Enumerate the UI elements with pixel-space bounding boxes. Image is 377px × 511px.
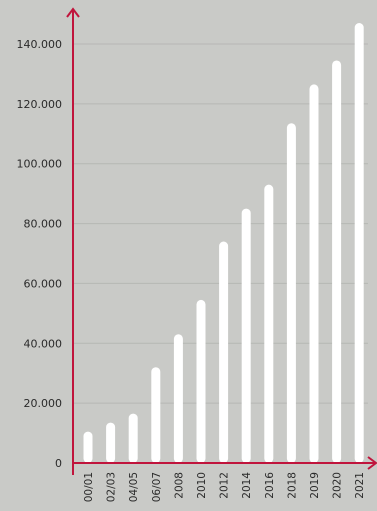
y-tick-label: 60.000 xyxy=(24,277,63,290)
y-tick-label: 0 xyxy=(55,457,62,470)
y-tick-labels: 0 20.000 40.000 60.000 80.000 100.000 120.000 1… xyxy=(17,38,63,470)
bar xyxy=(241,208,251,463)
x-tick-label: 06/07 xyxy=(151,472,163,502)
bar xyxy=(264,184,274,463)
bars xyxy=(83,23,364,464)
x-tick-label: 2014 xyxy=(241,472,253,499)
bar xyxy=(309,84,319,464)
x-axis-arrow-icon xyxy=(367,456,377,470)
x-tick-label: 02/03 xyxy=(106,472,118,502)
bar xyxy=(83,431,93,463)
x-tick-label: 00/01 xyxy=(83,472,95,502)
x-tick-label: 2020 xyxy=(332,472,344,499)
y-tick-label: 140.000 xyxy=(17,38,63,51)
y-tick-label: 40.000 xyxy=(24,337,63,350)
bar xyxy=(106,422,116,463)
x-tick-label: 2010 xyxy=(196,472,208,499)
bar xyxy=(286,123,296,463)
x-tick-label: 2021 xyxy=(354,472,366,499)
bar xyxy=(151,367,161,463)
bar xyxy=(173,334,183,463)
y-tick-label: 20.000 xyxy=(24,397,63,410)
x-tick-labels: 00/01 02/03 04/05 06/07 2008 2010 2012 2014 2016… xyxy=(83,472,366,503)
bar xyxy=(219,241,229,463)
x-tick-label: 2008 xyxy=(173,472,185,499)
x-tick-label: 04/05 xyxy=(128,472,140,502)
bar xyxy=(332,60,342,463)
y-tick-label: 100.000 xyxy=(17,158,63,171)
y-axis-arrow-icon xyxy=(66,7,80,18)
bar xyxy=(196,299,206,463)
x-tick-label: 2019 xyxy=(309,472,321,499)
y-tick-label: 80.000 xyxy=(24,218,63,231)
y-tick-label: 120.000 xyxy=(17,98,63,111)
x-tick-label: 2016 xyxy=(264,472,276,499)
bar xyxy=(354,23,364,464)
bar xyxy=(128,413,138,463)
axes xyxy=(66,7,377,475)
x-tick-label: 2018 xyxy=(286,472,298,499)
x-tick-label: 2012 xyxy=(219,472,231,499)
